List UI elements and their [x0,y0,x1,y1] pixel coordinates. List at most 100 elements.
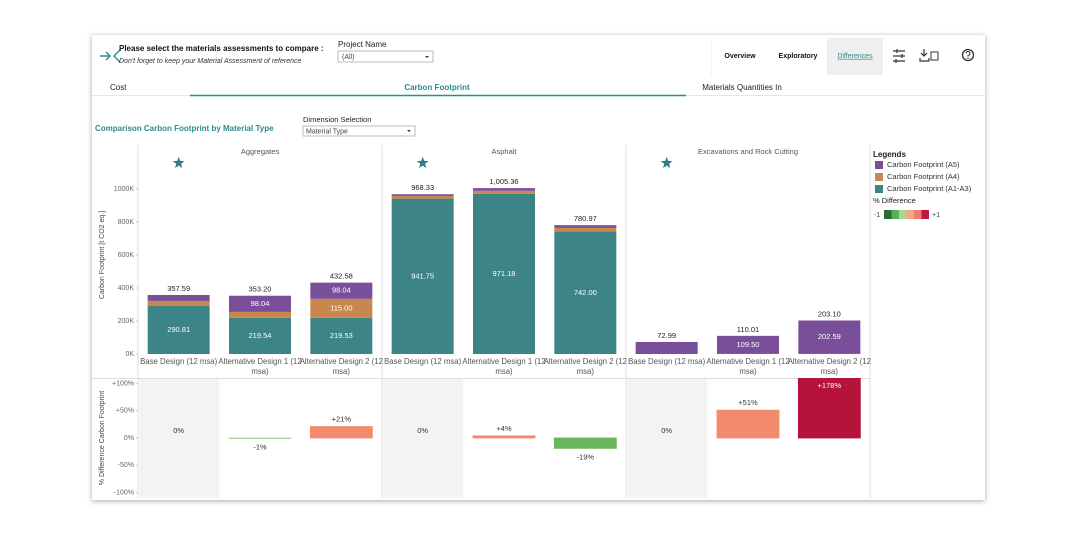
x-tick-label: Alternative Design 1 (12 msa) [218,357,302,376]
y-tick-label: +50% [116,408,134,415]
dimension-dropdown[interactable] [302,125,416,137]
nav-tab-label: Differences [837,53,873,60]
value-label: +51% [738,398,758,407]
y-tick-label: 600K [118,252,135,259]
y-tick-label: +100% [112,380,134,387]
diff-legend-title: % Difference [873,196,916,205]
x-tick-label: Alternative Design 1 (12 msa) [706,357,790,376]
nav-tab[interactable]: Differences [827,38,883,75]
bar [716,409,780,439]
dropdown-arrow [407,130,411,132]
reference-shade [138,379,220,498]
x-tick-label: Alternative Design 2 (12 msa) [787,357,871,376]
bar-segment [391,194,454,196]
y-tick-label: 400K [118,285,135,292]
x-tick-label: Alternative Design 2 (12 msa) [299,357,383,376]
dropdown-arrow [425,56,429,58]
nav-tab-bg [827,38,883,75]
settings-glyph [893,49,905,63]
tab[interactable]: Carbon Footprint [404,83,470,92]
segment-label: 98.04 [251,299,270,308]
value-label: 0% [417,426,428,435]
x-tick-label: Alternative Design 2 (12 msa) [543,357,627,376]
diff-legend-step [899,210,907,219]
segment-label: 742.00 [574,288,597,297]
nav-tab-label: Overview [724,53,756,60]
bar [553,437,617,449]
dimension-label: Dimension Selection [303,115,371,124]
nav-tab-bg [770,38,826,75]
reference-shade [626,379,708,498]
value-label: -19% [577,452,595,461]
settings-icon[interactable] [893,49,905,63]
tab[interactable]: Materials Quantities In [702,83,782,92]
segment-label: 115.00 [330,303,352,312]
nav-tab[interactable]: Exploratory [770,38,826,75]
segment-label: 941.75 [411,271,434,280]
bar-segment [554,225,617,228]
value-label: +21% [332,415,352,424]
diff-legend-min: -1 [874,212,880,219]
total-label: 110.01 [737,325,759,334]
nav-tab-bg [712,38,768,75]
compare-icon [100,49,121,63]
diff-legend-step [914,210,922,219]
bar-segment [229,311,291,318]
bar [472,435,536,439]
help-circle [961,48,975,62]
segment-label: 219.53 [330,331,353,340]
tab[interactable]: Cost [110,83,127,92]
legend-label: Carbon Footprint (A5) [887,160,960,169]
help-glyph [965,50,971,57]
y-tick-label: -100% [114,489,134,496]
total-label: 72.99 [657,331,676,340]
diff-legend-max: +1 [932,212,940,219]
bar-segment [635,341,698,354]
legend-swatch [875,161,883,169]
legend-label: Carbon Footprint (A1-A3) [887,184,972,193]
project-label: Project Name [338,40,387,49]
segment-label: 219.54 [249,331,272,340]
bar-segment [473,190,535,194]
segment-label: 98.04 [332,286,351,295]
bar-segment [391,195,454,199]
value-label: 0% [661,426,672,435]
total-label: 780.97 [574,214,597,223]
project-dropdown[interactable] [337,50,434,63]
download-glyph [919,49,930,62]
x-tick-label: Base Design (12 msa) [140,357,218,366]
help-icon[interactable] [961,48,975,62]
project-value: (All) [342,54,354,61]
bar-segment [147,300,210,307]
help-dot [967,57,969,59]
diff-legend-step [906,210,914,219]
y-tick-label: 1000K [114,186,135,193]
panel-header: Excavations and Rock Cutting [698,147,798,156]
total-label: 353.20 [249,285,272,294]
reference-star [416,156,429,169]
reference-shade [382,379,464,498]
bar-segment [473,188,535,191]
instruction-note: Don't forget to keep your Material Asses… [119,58,301,65]
bar-segment [473,193,535,354]
segment-label: 290.81 [167,325,190,334]
bar-segment [554,227,617,232]
bar-segment [147,294,210,301]
bar [228,437,292,439]
value-label: +178% [818,381,842,390]
x-tick-label: Base Design (12 msa) [628,357,706,366]
y-tick-label: -50% [118,462,134,469]
nav-tab[interactable]: Overview [712,38,768,75]
value-label: -1% [253,443,267,452]
bar-segment [229,295,291,312]
y-axis-title: % Difference Carbon Footprint [99,391,106,485]
reference-star [660,156,673,169]
bar-segment [717,335,779,354]
value-label: 0% [173,426,184,435]
y-tick-label: 800K [118,219,135,226]
legend-label: Carbon Footprint (A4) [887,172,960,181]
y-tick-label: 0% [124,435,134,442]
download-icon[interactable] [919,49,939,62]
bar [309,426,373,439]
